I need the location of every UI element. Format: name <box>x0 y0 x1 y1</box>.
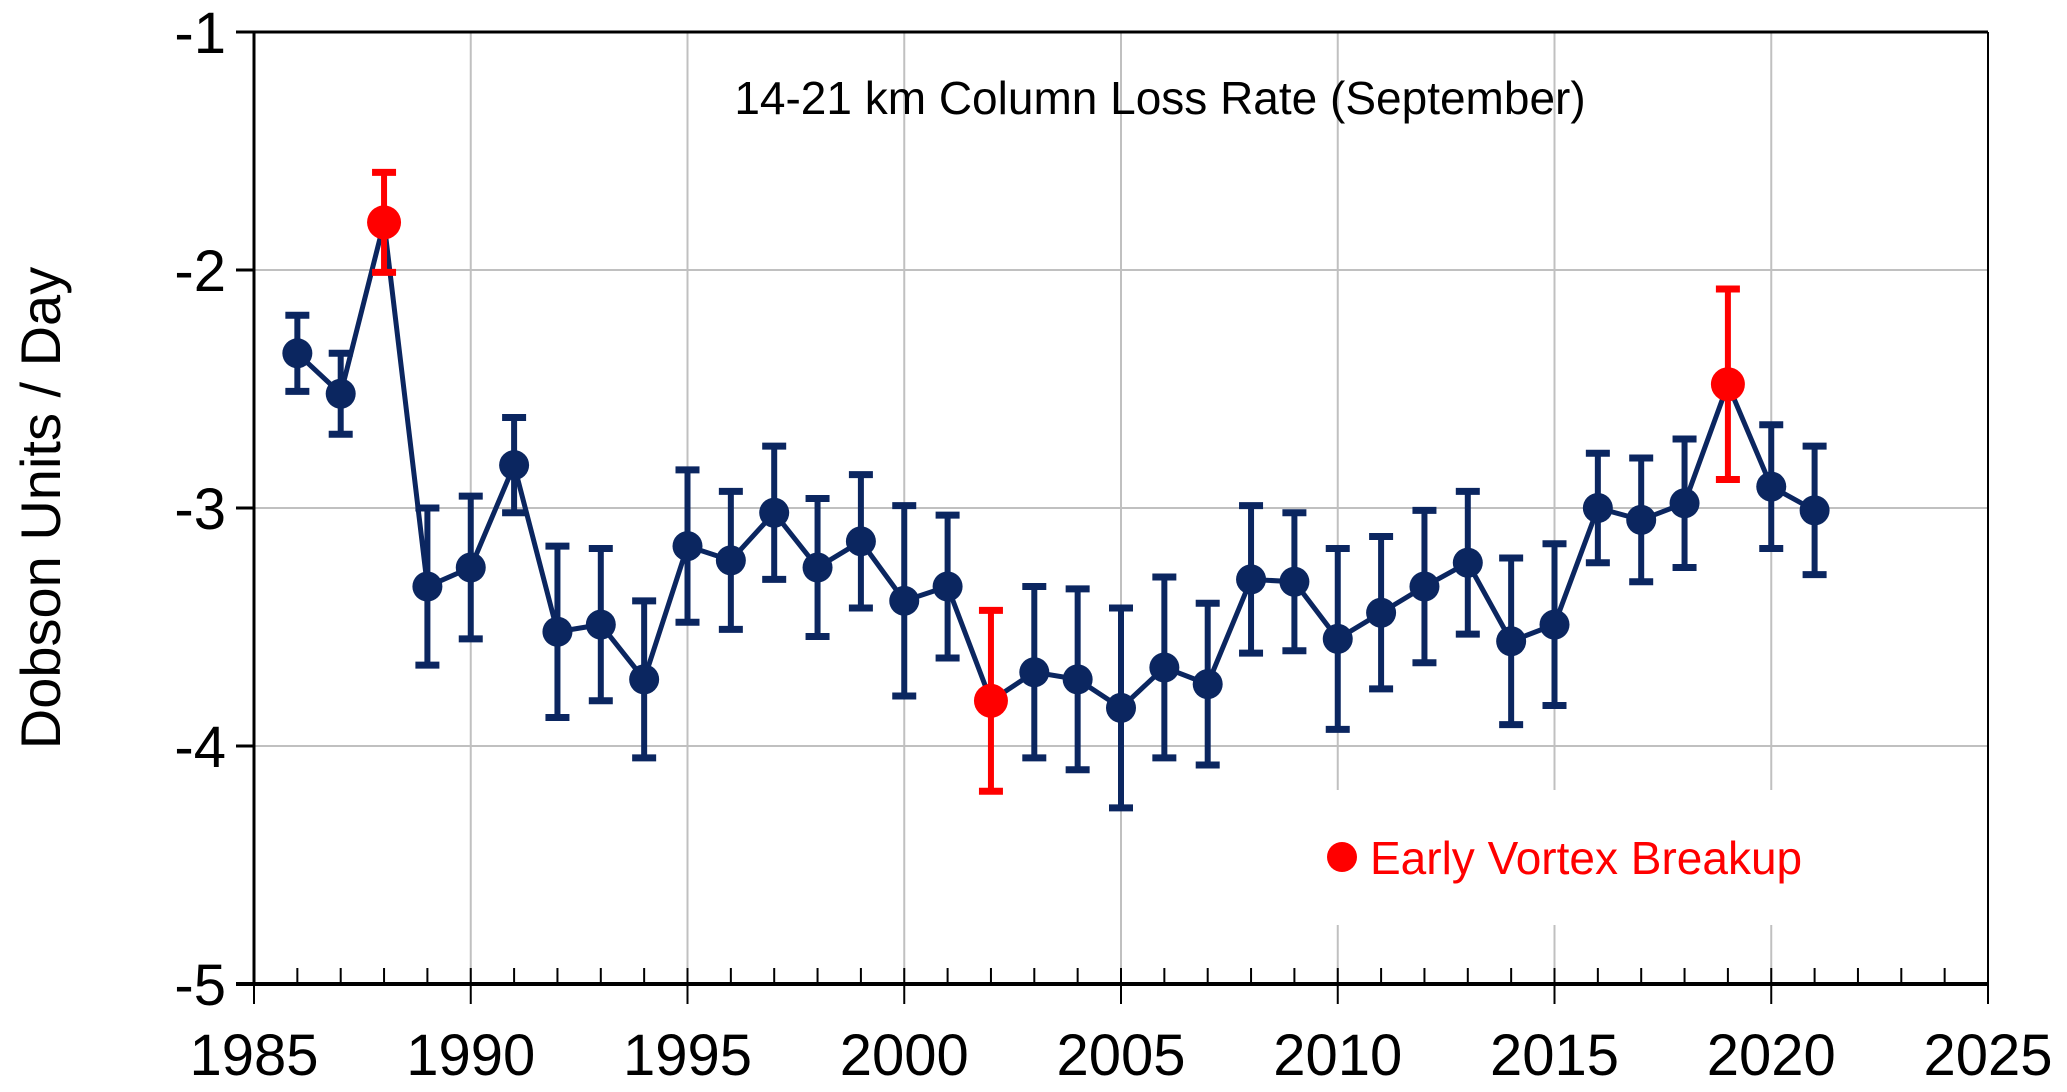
x-tick-label: 1995 <box>623 1023 752 1088</box>
y-axis-label: Dobson Units / Day <box>9 267 72 749</box>
data-point <box>1279 509 1310 655</box>
marker <box>1019 657 1050 688</box>
data-point <box>1192 599 1223 769</box>
data-point <box>585 544 616 705</box>
marker <box>759 497 790 528</box>
marker <box>367 205 402 240</box>
early-breakup-point <box>973 606 1008 795</box>
data-point <box>325 349 356 438</box>
x-tick-label: 1990 <box>406 1023 535 1088</box>
y-tick-label: -2 <box>174 239 226 304</box>
data-point <box>1799 442 1830 579</box>
marker <box>455 552 486 583</box>
marker <box>1582 493 1613 523</box>
marker <box>1539 609 1570 640</box>
data-point <box>1582 449 1613 567</box>
chart-title: 14-21 km Column Loss Rate (September) <box>734 72 1585 124</box>
data-point <box>282 311 313 395</box>
series-line <box>295 219 1816 711</box>
x-tick-label: 2000 <box>840 1023 969 1088</box>
data-point <box>412 504 443 669</box>
data-point <box>889 502 920 700</box>
data-point <box>1366 533 1397 693</box>
marker <box>973 683 1008 718</box>
marker <box>672 531 703 562</box>
early-breakup-point <box>367 168 402 276</box>
data-point <box>1106 604 1136 812</box>
marker <box>412 571 443 602</box>
data-point <box>1322 544 1353 733</box>
data-point <box>499 414 530 517</box>
marker <box>1062 664 1093 695</box>
data-point <box>1539 540 1570 710</box>
marker <box>1452 547 1483 578</box>
marker <box>629 664 660 695</box>
x-tick-label: 2025 <box>1923 1023 2052 1088</box>
data-series <box>282 168 1830 812</box>
marker <box>1279 566 1310 597</box>
legend-marker <box>1327 842 1357 872</box>
data-point <box>1062 585 1093 774</box>
x-tick-label: 2005 <box>1056 1023 1185 1088</box>
data-point <box>1669 435 1700 571</box>
data-point <box>1756 421 1787 552</box>
x-tick-label: 2015 <box>1490 1023 1619 1088</box>
marker <box>1149 652 1180 683</box>
marker <box>932 571 963 602</box>
marker <box>1626 504 1657 535</box>
data-point <box>1626 454 1657 586</box>
marker <box>1669 488 1700 519</box>
data-point <box>759 442 790 583</box>
data-point <box>802 494 833 641</box>
data-point <box>715 487 746 633</box>
data-point <box>1236 502 1267 657</box>
x-tick-label: 2010 <box>1273 1023 1402 1088</box>
legend-label: Early Vortex Breakup <box>1370 832 1802 884</box>
data-point <box>672 466 703 626</box>
marker <box>802 552 833 583</box>
data-point <box>542 542 573 721</box>
marker <box>282 338 313 369</box>
marker <box>1799 495 1830 526</box>
marker <box>845 526 876 557</box>
x-tick-label: 2020 <box>1707 1023 1836 1088</box>
marker <box>1710 367 1745 402</box>
data-point <box>1019 583 1050 762</box>
data-point <box>1149 573 1180 762</box>
marker <box>325 378 356 409</box>
data-point <box>629 597 660 762</box>
y-tick-label: -3 <box>174 477 226 542</box>
marker <box>542 616 573 647</box>
data-point <box>455 492 486 643</box>
early-breakup-point <box>1710 285 1745 483</box>
data-point <box>1496 554 1527 729</box>
marker <box>715 545 746 576</box>
y-tick-label: -5 <box>174 953 226 1018</box>
marker <box>1322 623 1353 654</box>
marker <box>1366 597 1397 628</box>
data-point <box>1409 506 1440 667</box>
data-point <box>932 511 963 662</box>
marker <box>1236 564 1267 595</box>
axes <box>236 30 1989 1004</box>
marker <box>889 585 920 616</box>
marker <box>499 450 530 481</box>
legend: Early Vortex Breakup <box>1327 832 1802 884</box>
marker <box>1756 471 1787 502</box>
marker <box>1106 692 1136 723</box>
data-point <box>845 471 876 612</box>
marker <box>1496 626 1527 657</box>
y-tick-label: -1 <box>174 1 226 66</box>
y-tick-label: -4 <box>174 715 226 780</box>
marker <box>1409 571 1440 602</box>
marker <box>1192 669 1223 700</box>
data-point <box>1452 487 1483 638</box>
marker <box>585 609 616 640</box>
x-tick-label: 1985 <box>189 1023 318 1088</box>
